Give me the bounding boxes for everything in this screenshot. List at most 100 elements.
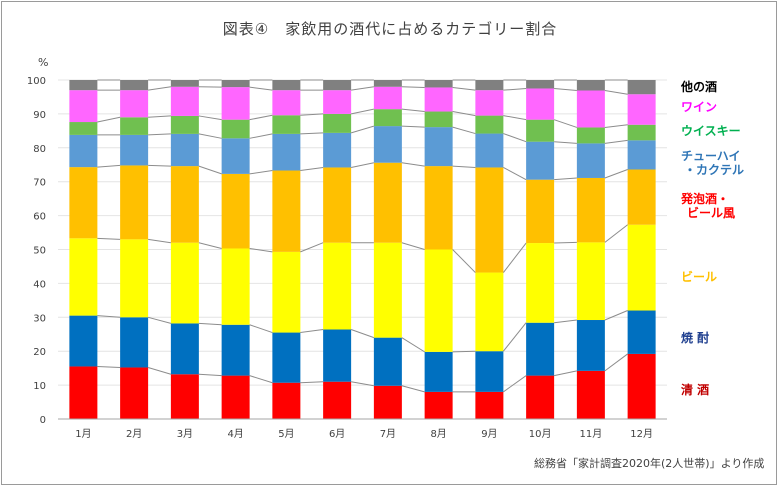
series-connector-line	[249, 86, 273, 91]
bar-segment	[323, 381, 352, 419]
bar-segment	[120, 317, 149, 368]
series-connector-line	[452, 86, 476, 91]
y-tick-label: 50	[33, 246, 46, 257]
series-connector-line	[401, 86, 425, 88]
series-connector-line	[97, 315, 121, 318]
legend-sake: 清 酒	[681, 383, 710, 397]
series-connector-line	[147, 316, 172, 324]
x-tick-label: 12月	[630, 428, 653, 440]
bar-segment	[475, 351, 504, 392]
y-tick-label: 40	[33, 279, 46, 290]
series-connector-line	[452, 111, 476, 117]
series-connector-line	[198, 133, 222, 139]
bar-segment	[120, 134, 149, 166]
bar-segment	[627, 353, 656, 419]
series-connector-line	[249, 375, 273, 384]
bar-segment	[170, 242, 199, 324]
y-tick-label: 90	[33, 110, 46, 121]
bar-segment	[120, 165, 149, 240]
bar-segment	[526, 119, 555, 142]
bar-segment	[120, 239, 149, 318]
bar-segment	[627, 224, 656, 311]
bar-segment	[576, 242, 605, 321]
x-tick-label: 6月	[329, 428, 345, 440]
y-tick-label: 80	[33, 144, 46, 155]
bar-segment	[373, 86, 402, 110]
series-connector-line	[554, 370, 577, 377]
bar-segment	[170, 80, 199, 87]
series-connector-line	[148, 86, 171, 91]
bar-segment	[475, 115, 504, 134]
series-connector-line	[350, 329, 375, 339]
bar-segment	[526, 88, 555, 120]
bar-segment	[170, 133, 199, 167]
bar-segment	[475, 80, 504, 91]
series-connector-line	[148, 238, 171, 244]
series-connector-line	[604, 224, 628, 243]
series-connector-line	[300, 381, 324, 384]
legend-beer: ビール	[681, 270, 718, 284]
series-connector-line	[351, 381, 374, 387]
bar-segment	[221, 324, 250, 376]
series-connector-line	[554, 319, 577, 324]
x-tick-label: 8月	[430, 428, 446, 440]
bar-segment	[576, 177, 605, 243]
x-tick-label: 7月	[380, 428, 396, 440]
bar-segment	[120, 367, 149, 419]
series-connector-line	[148, 115, 171, 118]
bar-segment	[221, 138, 250, 174]
bar-segment	[272, 251, 301, 333]
bar-segment	[627, 80, 656, 95]
bar-segment	[424, 111, 453, 128]
x-tick-label: 2月	[126, 428, 142, 440]
bar-segment	[576, 143, 605, 178]
bar-segment	[424, 127, 453, 167]
bar-segment	[373, 109, 402, 127]
series-connector-line	[300, 329, 324, 334]
series-connector-line	[604, 310, 628, 321]
y-tick-label: 70	[33, 178, 46, 189]
bar-segment	[323, 80, 352, 91]
bar-segment	[221, 248, 250, 325]
series-connector-line	[452, 126, 476, 135]
bar-segment	[526, 375, 555, 419]
series-connector-line	[554, 141, 577, 144]
x-tick-label: 4月	[227, 428, 243, 440]
series-connector-line	[300, 132, 324, 135]
bar-segment	[272, 382, 301, 419]
series-connector-line	[148, 164, 171, 167]
bar-segment	[373, 385, 402, 419]
series-connector-line	[604, 353, 628, 372]
bar-segment	[627, 169, 656, 225]
legend-other: 他の酒	[681, 80, 718, 94]
bar-segment	[170, 166, 199, 243]
bar-segment	[475, 167, 504, 273]
bar-segment	[627, 94, 656, 125]
series-connector-line	[351, 108, 374, 115]
bar-segment	[526, 322, 555, 376]
bar-segment	[526, 80, 555, 89]
bar-segment	[69, 315, 98, 367]
legend-happoshu-line2: ビール風	[687, 206, 736, 220]
bar-segment	[170, 86, 199, 116]
series-connector-line	[401, 108, 425, 113]
bar-segment	[526, 141, 555, 180]
series-connector-line	[604, 90, 628, 95]
series-connector-line	[502, 242, 527, 273]
bar-segment	[576, 127, 605, 144]
series-connector-line	[97, 365, 121, 368]
bar-segment	[373, 126, 402, 163]
series-connector-line	[554, 87, 577, 92]
bar-segment	[424, 249, 453, 352]
series-connector-line	[604, 124, 628, 128]
y-tick-label: 20	[33, 347, 46, 358]
legend-chuhai-line1: チューハイ	[681, 149, 741, 163]
bar-segment	[576, 80, 605, 91]
series-connector-line	[351, 162, 374, 168]
series-connector-line	[300, 242, 324, 253]
bar-segment	[69, 167, 98, 239]
chart-title: 図表④ 家飲用の酒代に占めるカテゴリー割合	[222, 20, 558, 38]
series-connector-line	[452, 249, 476, 273]
series-connector-line	[198, 322, 222, 326]
